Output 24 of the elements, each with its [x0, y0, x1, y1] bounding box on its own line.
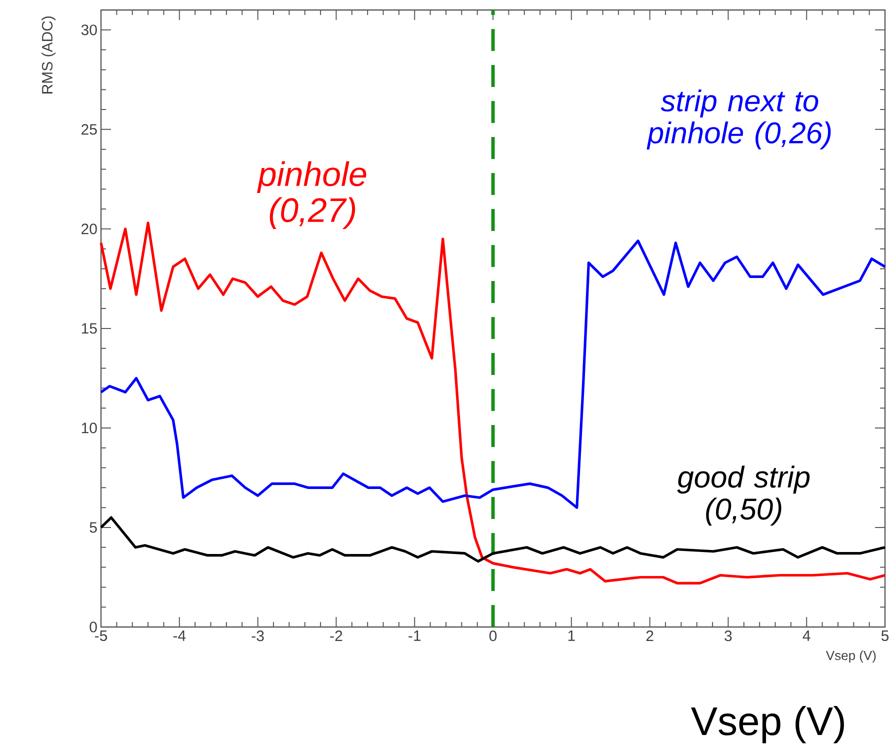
y-tick-label: 30 [81, 24, 97, 36]
text: Vsep (V) [691, 706, 844, 744]
text: strip next to pinhole (0,26) [646, 89, 831, 150]
series-label: good strip (0,50) [677, 466, 810, 526]
y-tick-label: 15 [82, 323, 97, 334]
x-tick-label: 2 [646, 630, 654, 642]
x-tick-label: 0 [489, 630, 497, 642]
x-tick-label: -5 [94, 630, 108, 641]
x-tick-label: 5 [881, 630, 889, 641]
x-tick-label: 1 [568, 630, 575, 641]
y-tick-label: 10 [82, 422, 97, 434]
x-tick-label: -4 [173, 630, 186, 641]
y-axis-title: RMS (ADC) [42, 16, 56, 94]
series-label: pinhole (0,27) [257, 161, 366, 229]
y-tick-label: 25 [82, 124, 97, 135]
x-tick-label: 3 [724, 630, 732, 642]
x-tick-label: -3 [252, 630, 264, 642]
y-tick-label: 5 [90, 522, 97, 533]
x-tick-label: -1 [408, 630, 421, 641]
y-tick-label: 20 [82, 224, 97, 234]
x-axis-title: Vsep (V) [826, 650, 876, 663]
x-tick-label: -2 [330, 630, 342, 642]
y-tick-label: 0 [90, 622, 97, 632]
x-tick-label: 4 [802, 630, 810, 641]
